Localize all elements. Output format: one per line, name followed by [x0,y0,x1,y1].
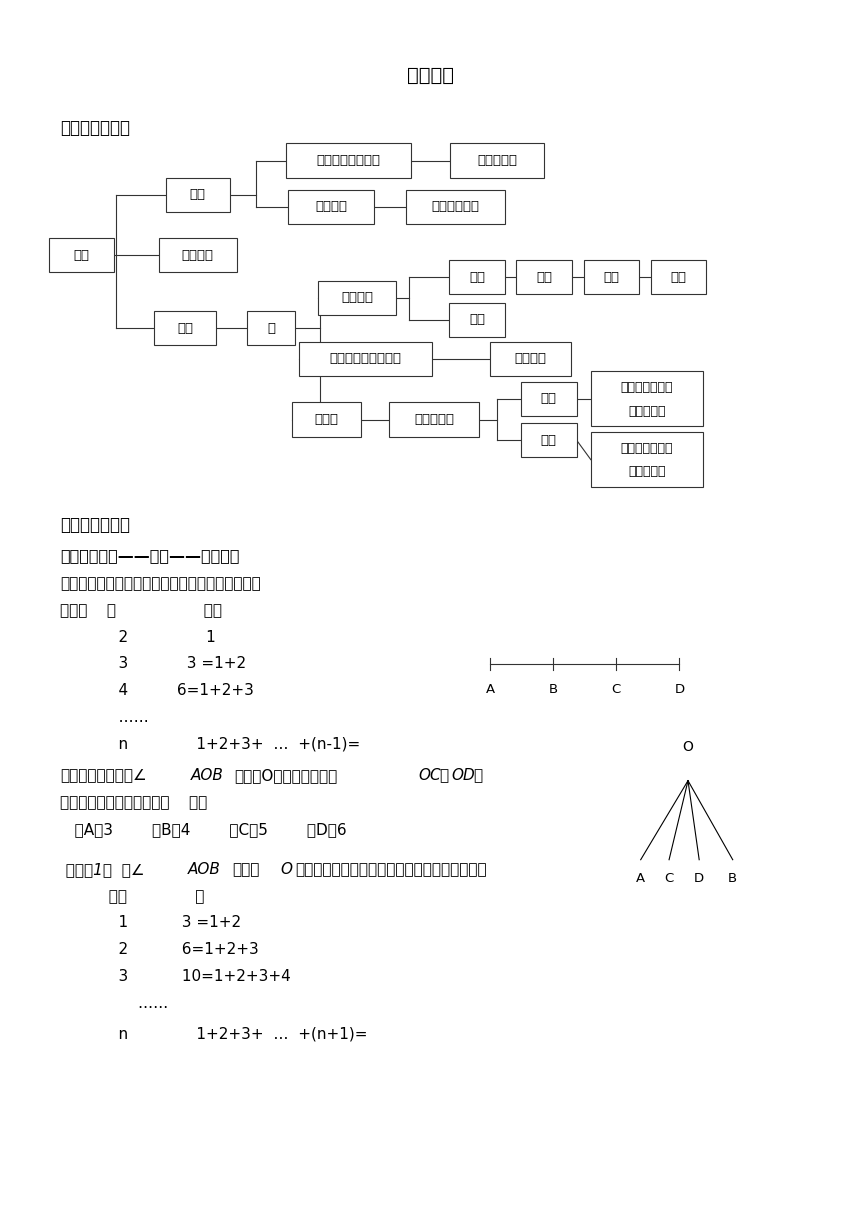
Text: O: O [280,862,292,877]
Text: 线段的比较和画法: 线段的比较和画法 [316,154,380,167]
Text: n              1+2+3+  …  +(n-1)=: n 1+2+3+ … +(n-1)= [60,737,360,751]
Text: 钝角: 钝角 [671,271,686,283]
Text: 问题２．如图，在∠: 问题２．如图，在∠ [60,769,147,783]
Text: （A）3        （B）4        （C）5        （D）6: （A）3 （B）4 （C）5 （D）6 [60,822,347,837]
Text: AOB: AOB [187,862,220,877]
Text: 点引出ｎ条射线图中小于平角的角共有多少个？: 点引出ｎ条射线图中小于平角的角共有多少个？ [295,862,487,877]
Text: 定义: 定义 [541,393,556,405]
Text: 一、知识结构图: 一、知识结构图 [60,119,130,136]
Text: B: B [728,872,737,885]
Text: 1           3 =1+2: 1 3 =1+2 [60,916,242,930]
Text: 平角: 平角 [470,271,485,283]
Text: 2                1: 2 1 [60,630,216,644]
FancyBboxPatch shape [407,190,506,224]
Text: OD: OD [452,769,476,783]
Text: 拓展：1、  在∠: 拓展：1、 在∠ [56,862,144,877]
Text: 2           6=1+2+3: 2 6=1+2+3 [60,942,259,957]
Text: D: D [694,872,704,885]
Text: C: C [665,872,673,885]
Text: 射线              角: 射线 角 [60,889,205,903]
FancyBboxPatch shape [299,342,432,376]
Text: 角平分线: 角平分线 [514,353,547,365]
FancyBboxPatch shape [288,190,374,224]
Text: 内部从O点引出两条射线: 内部从O点引出两条射线 [234,769,337,783]
Text: 3           10=1+2+3+4: 3 10=1+2+3+4 [60,969,291,984]
Text: ……: …… [60,710,149,725]
Text: B: B [549,683,558,697]
Text: 线段: 线段 [190,188,206,201]
FancyBboxPatch shape [521,423,577,457]
Text: 4          6=1+2+3: 4 6=1+2+3 [60,683,254,698]
FancyBboxPatch shape [450,303,506,337]
Text: A: A [486,683,494,697]
FancyBboxPatch shape [165,178,230,212]
FancyBboxPatch shape [583,260,640,294]
Text: 、: 、 [439,769,449,783]
FancyBboxPatch shape [318,281,396,315]
Text: 线段和角: 线段和角 [407,66,453,85]
FancyBboxPatch shape [591,432,703,486]
FancyBboxPatch shape [154,311,216,345]
Text: 直线: 直线 [74,249,89,261]
Text: ……: …… [60,996,169,1010]
Text: 两点间的距离: 两点间的距离 [432,201,480,213]
Text: 同角（或等角）: 同角（或等角） [620,443,673,455]
Text: D: D [674,683,685,697]
Text: 线段性质: 线段性质 [315,201,347,213]
Text: 射线: 射线 [177,322,193,334]
FancyBboxPatch shape [292,402,361,437]
Text: 的补角相等: 的补角相等 [628,405,666,417]
Text: 性质: 性质 [541,434,556,446]
Text: 角的分类: 角的分类 [341,292,373,304]
Text: 锐角: 锐角 [604,271,619,283]
Text: 分析：    点                  线段: 分析： 点 线段 [60,603,222,618]
Text: 则图中小于平角的角共有（    ）个: 则图中小于平角的角共有（ ）个 [60,795,207,810]
FancyBboxPatch shape [450,260,506,294]
Text: 角的比较度量和画法: 角的比较度量和画法 [329,353,402,365]
Text: OC: OC [419,769,441,783]
Text: 角: 角 [267,322,275,334]
Text: 3            3 =1+2: 3 3 =1+2 [60,657,246,671]
FancyBboxPatch shape [389,402,480,437]
Text: 周角: 周角 [470,314,485,326]
Text: 的余角相等: 的余角相等 [628,466,666,478]
Text: 直角: 直角 [537,271,552,283]
Text: O: O [683,739,693,754]
Text: n              1+2+3+  …  +(n+1)=: n 1+2+3+ … +(n+1)= [60,1026,368,1041]
Text: 同角（或等角）: 同角（或等角） [620,382,673,394]
FancyBboxPatch shape [651,260,707,294]
Text: 线段的中点: 线段的中点 [477,154,517,167]
Text: 直线性质: 直线性质 [181,249,214,261]
Text: A: A [636,872,645,885]
FancyBboxPatch shape [450,143,544,178]
Text: C: C [611,683,621,697]
Text: AOB: AOB [191,769,224,783]
FancyBboxPatch shape [286,143,411,178]
Text: 二、典型问题：: 二、典型问题： [60,517,130,534]
Text: 问题１、直线上有ｎ个点，可以得到多少条线段？: 问题１、直线上有ｎ个点，可以得到多少条线段？ [60,576,261,591]
Text: 内部从: 内部从 [232,862,260,877]
FancyBboxPatch shape [521,382,577,416]
Text: （一）数线段——数角——数三角形: （一）数线段——数角——数三角形 [60,548,240,563]
Text: 余角和补角: 余角和补角 [415,413,454,426]
FancyBboxPatch shape [516,260,572,294]
FancyBboxPatch shape [591,371,703,426]
FancyBboxPatch shape [490,342,571,376]
FancyBboxPatch shape [159,238,236,272]
Text: ，: ， [473,769,482,783]
FancyBboxPatch shape [248,311,294,345]
Text: 相关角: 相关角 [315,413,339,426]
FancyBboxPatch shape [50,238,114,272]
